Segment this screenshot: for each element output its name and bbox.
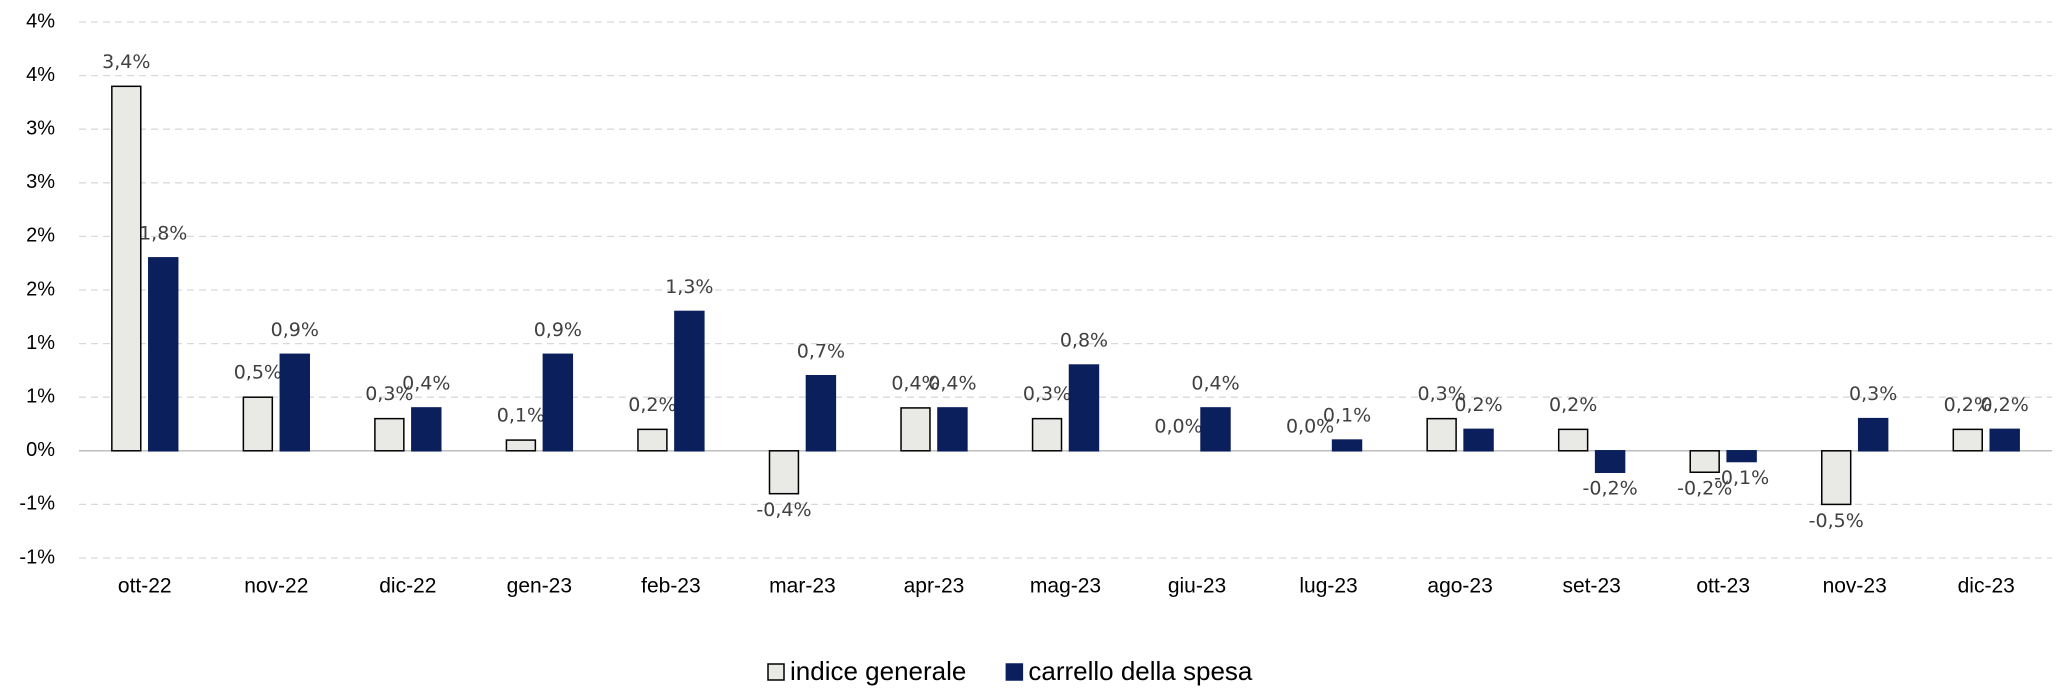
legend-label: carrello della spesa — [1028, 656, 1253, 686]
data-label: 0,2% — [1981, 394, 2029, 416]
bar — [1463, 428, 1494, 452]
bar — [1857, 417, 1889, 452]
y-tick-label: 4% — [26, 64, 55, 86]
bar — [805, 375, 837, 452]
data-label: 0,3% — [1023, 383, 1071, 405]
x-tick-label: set-23 — [1562, 575, 1620, 598]
legend-swatch — [1005, 663, 1024, 681]
y-tick-label: 2% — [26, 278, 55, 300]
x-tick-label: apr-23 — [904, 575, 965, 598]
data-label: 3,4% — [102, 51, 150, 73]
bar — [637, 428, 668, 452]
x-tick-label: ott-23 — [1696, 575, 1750, 598]
y-tick-label: -1% — [19, 546, 55, 568]
data-label: 0,9% — [271, 319, 319, 341]
data-label: 1,8% — [139, 222, 187, 244]
bar — [411, 407, 442, 452]
x-tick-label: nov-22 — [244, 575, 308, 598]
data-label: -0,4% — [756, 499, 811, 521]
bar — [148, 257, 179, 452]
bar — [242, 396, 274, 452]
data-label: 0,2% — [1454, 394, 1502, 416]
y-tick-label: 3% — [26, 171, 55, 193]
data-label: 0,4% — [891, 372, 939, 394]
x-tick-label: nov-23 — [1823, 575, 1887, 598]
data-label: 1,3% — [665, 276, 713, 298]
x-tick-label: mar-23 — [769, 575, 836, 598]
bar — [542, 353, 574, 452]
data-label: 0,0% — [1286, 415, 1334, 437]
data-label: 0,1% — [1323, 405, 1371, 427]
x-tick-label: giu-23 — [1168, 575, 1226, 598]
bar — [937, 407, 968, 452]
x-tick-label: mag-23 — [1030, 575, 1101, 598]
data-label: 0,9% — [534, 319, 582, 341]
y-tick-label: 2% — [26, 225, 55, 247]
y-tick-label: 1% — [26, 385, 55, 407]
data-label: -0,2% — [1677, 478, 1732, 500]
y-tick-label: -1% — [19, 493, 55, 515]
data-label: 0,5% — [234, 362, 282, 384]
data-label: 0,1% — [497, 405, 545, 427]
data-label: 0,2% — [628, 394, 676, 416]
y-tick-label: 1% — [26, 332, 55, 354]
data-label: -0,5% — [1809, 510, 1864, 532]
data-label: 0,3% — [1849, 383, 1897, 405]
bar — [900, 407, 931, 452]
data-label: 0,7% — [797, 340, 845, 362]
bar — [1689, 450, 1720, 473]
data-label: -0,1% — [1714, 467, 1769, 489]
bar — [1200, 407, 1231, 452]
legend-label: indice generale — [790, 656, 966, 686]
bar — [505, 439, 537, 452]
bar — [1426, 417, 1457, 452]
data-label: 0,0% — [1154, 415, 1202, 437]
data-label: -0,2% — [1583, 478, 1638, 500]
y-tick-label: 4% — [26, 10, 55, 32]
data-label: 0,2% — [1944, 394, 1992, 416]
bar — [674, 310, 705, 452]
bar — [1989, 428, 2020, 452]
data-label: 0,8% — [1060, 330, 1108, 352]
x-tick-label: lug-23 — [1299, 575, 1357, 598]
bar — [1726, 450, 1757, 463]
bar — [1557, 428, 1589, 452]
bar — [1594, 450, 1626, 473]
bar — [1821, 450, 1852, 506]
bar — [1952, 428, 1983, 452]
data-label: 0,2% — [1549, 394, 1597, 416]
x-tick-label: ago-23 — [1427, 575, 1492, 598]
data-label: 0,4% — [928, 372, 976, 394]
data-label: 0,3% — [365, 383, 413, 405]
y-tick-label: 3% — [26, 117, 55, 139]
bar — [374, 417, 405, 452]
bar — [279, 353, 310, 452]
x-tick-label: gen-23 — [507, 575, 572, 598]
x-tick-label: ott-22 — [118, 575, 172, 598]
data-label: 0,4% — [1191, 372, 1239, 394]
data-label: 0,4% — [402, 372, 450, 394]
x-tick-label: feb-23 — [641, 575, 701, 598]
bar — [1331, 439, 1363, 452]
legend-swatch — [767, 663, 785, 681]
x-tick-label: dic-23 — [1958, 575, 2015, 598]
bar — [1068, 364, 1100, 452]
x-tick-label: dic-22 — [379, 575, 436, 598]
y-tick-label: 0% — [26, 439, 55, 461]
bar — [768, 450, 800, 495]
bar — [1031, 417, 1063, 452]
data-label: 0,3% — [1417, 383, 1465, 405]
bar — [111, 85, 142, 452]
